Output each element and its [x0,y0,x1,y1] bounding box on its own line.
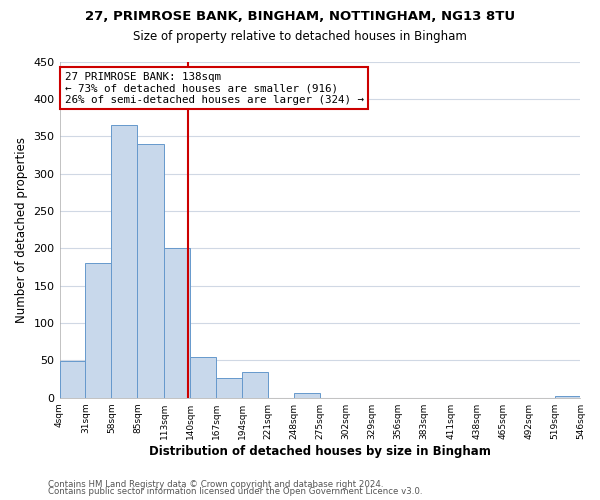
Y-axis label: Number of detached properties: Number of detached properties [15,136,28,322]
Bar [112,125,137,398]
X-axis label: Distribution of detached houses by size in Bingham: Distribution of detached houses by size … [149,444,491,458]
Bar [59,361,85,398]
Bar [554,396,580,398]
Bar [85,263,112,398]
Bar [137,144,164,398]
Text: 27 PRIMROSE BANK: 138sqm
← 73% of detached houses are smaller (916)
26% of semi-: 27 PRIMROSE BANK: 138sqm ← 73% of detach… [65,72,364,105]
Bar [242,372,268,398]
Text: Contains HM Land Registry data © Crown copyright and database right 2024.: Contains HM Land Registry data © Crown c… [48,480,383,489]
Bar [164,248,190,398]
Bar [190,356,216,398]
Bar [216,378,242,398]
Text: Contains public sector information licensed under the Open Government Licence v3: Contains public sector information licen… [48,488,422,496]
Bar [294,393,320,398]
Text: Size of property relative to detached houses in Bingham: Size of property relative to detached ho… [133,30,467,43]
Text: 27, PRIMROSE BANK, BINGHAM, NOTTINGHAM, NG13 8TU: 27, PRIMROSE BANK, BINGHAM, NOTTINGHAM, … [85,10,515,23]
